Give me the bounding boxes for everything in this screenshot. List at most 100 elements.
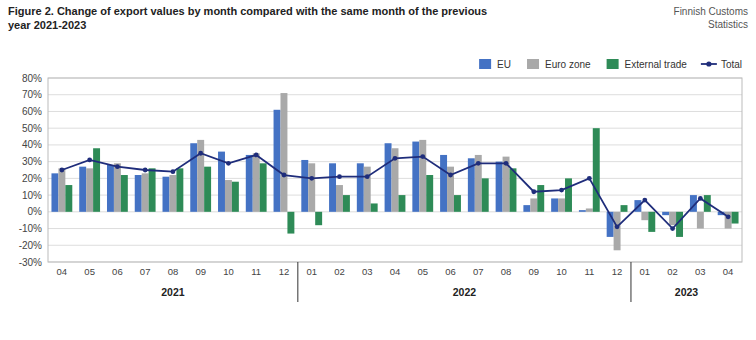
line-marker (393, 156, 398, 161)
line-marker (226, 161, 231, 166)
group-separator (630, 262, 631, 302)
x-tick-label: 01 (306, 266, 317, 277)
bar (398, 195, 405, 212)
bar (343, 195, 350, 212)
y-tick-label: -10% (19, 223, 42, 234)
legend-item: Total (701, 59, 742, 70)
bar (593, 128, 600, 212)
year-label: 2021 (161, 286, 185, 298)
bar (274, 110, 281, 212)
line-marker (531, 189, 536, 194)
x-tick-label: 04 (390, 266, 401, 277)
year-label: 2023 (675, 286, 699, 298)
x-tick-label: 03 (695, 266, 706, 277)
legend: EUEuro zoneExternal tradeTotal (479, 59, 742, 70)
bar (419, 140, 426, 212)
bar (197, 140, 204, 212)
legend-swatch (607, 59, 619, 69)
text-line: Statistics (708, 19, 748, 30)
legend-swatch (527, 59, 539, 69)
y-tick-label: 60% (22, 106, 42, 117)
x-tick-label: 01 (640, 266, 651, 277)
line-marker (115, 164, 120, 169)
legend-label: Euro zone (545, 59, 591, 70)
legend-item: External trade (607, 59, 688, 70)
grid (48, 78, 742, 262)
x-tick-label: 10 (223, 266, 234, 277)
x-tick-label: 12 (612, 266, 623, 277)
bar (440, 155, 447, 212)
grid-line (48, 94, 742, 95)
bar (280, 93, 287, 212)
x-tick-label: 08 (168, 266, 179, 277)
line-marker (420, 154, 425, 159)
y-tick-label: -20% (19, 240, 42, 251)
bar (107, 165, 114, 212)
bar (614, 212, 621, 250)
x-tick-label: 05 (84, 266, 95, 277)
text-line: Finnish Customs (674, 6, 748, 17)
bar (93, 148, 100, 212)
bar (579, 210, 586, 212)
bar (558, 198, 565, 211)
legend-label: Total (721, 59, 742, 70)
bar (551, 198, 558, 211)
marks (51, 93, 738, 250)
line-marker (254, 153, 259, 158)
bar (364, 167, 371, 212)
legend-label: External trade (625, 59, 688, 70)
bar (357, 163, 364, 212)
bar (163, 177, 170, 212)
y-tick-label: -30% (19, 257, 42, 268)
x-tick-label: 05 (417, 266, 428, 277)
line (62, 153, 728, 228)
x-tick-label: 07 (140, 266, 151, 277)
line-marker (365, 174, 370, 179)
bar (121, 175, 128, 212)
line-marker (615, 224, 620, 229)
text-line: Figure 2. Change of export values by mon… (8, 5, 487, 17)
bar (530, 198, 537, 211)
bar (621, 205, 628, 212)
title: Figure 2. Change of export values by mon… (8, 5, 487, 31)
y-tick-label: 20% (22, 173, 42, 184)
x-tick-label: 09 (529, 266, 540, 277)
line-marker (698, 196, 703, 201)
x-tick-label: 02 (334, 266, 345, 277)
legend-swatch (706, 61, 711, 66)
bar (426, 175, 433, 212)
legend-item: Euro zone (527, 59, 591, 70)
bar (65, 185, 72, 212)
bar (58, 168, 65, 211)
bar (79, 167, 86, 212)
y-tick-label: 0% (28, 206, 43, 217)
line-marker (476, 161, 481, 166)
bar (385, 143, 392, 212)
bar (246, 155, 253, 212)
line-marker (198, 151, 203, 156)
grid-line (48, 144, 742, 145)
line-marker (448, 173, 453, 178)
bar (496, 162, 503, 212)
bar (253, 153, 260, 212)
y-tick-label: 80% (22, 73, 42, 84)
bar (225, 180, 232, 212)
grid-line (48, 245, 742, 246)
line-marker (726, 214, 731, 219)
bar (329, 163, 336, 212)
x-tick-label: 11 (584, 266, 594, 277)
bar (482, 178, 489, 211)
line-marker (171, 169, 176, 174)
x-tick-label: 10 (556, 266, 567, 277)
y-tick-label: 30% (22, 156, 42, 167)
bar (565, 178, 572, 211)
bar (135, 175, 142, 212)
y-tick-label: 40% (22, 139, 42, 150)
x-tick-label: 04 (723, 266, 734, 277)
line-marker (587, 176, 592, 181)
bar (412, 142, 419, 212)
line-marker (282, 173, 287, 178)
x-tick-label: 11 (251, 266, 261, 277)
line-marker (143, 168, 148, 173)
x-tick-label: 09 (195, 266, 206, 277)
